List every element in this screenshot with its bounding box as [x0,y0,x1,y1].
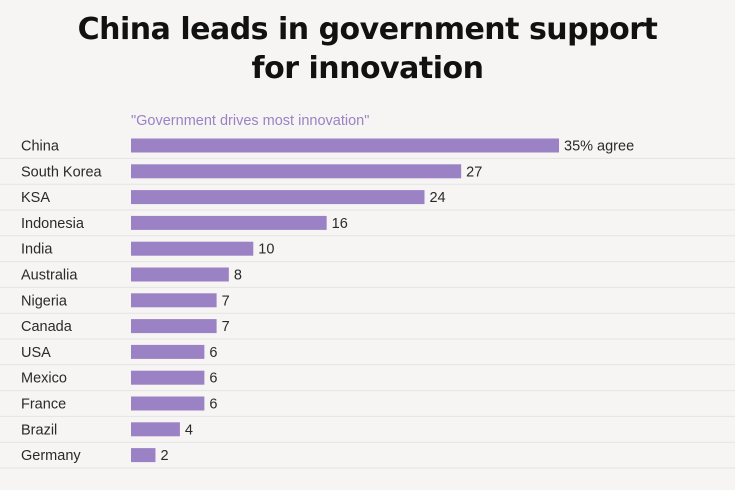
bars [131,138,559,463]
bar-nigeria [131,293,217,308]
bar-canada [131,319,217,334]
value-label: 35% agree [564,139,634,155]
category-label: Australia [21,268,78,284]
value-label: 10 [258,242,274,258]
category-labels: China South Korea KSA Indonesia India Austral… [21,139,103,465]
category-label: USA [21,345,51,361]
grid-lines [0,157,735,469]
value-label: 27 [466,164,482,180]
bar-france [131,396,205,411]
chart-title-line-1: China leads in government support [77,12,658,47]
bar-chart: "Government drives most innovation" Chin… [0,113,735,469]
value-label: 16 [332,216,348,232]
value-label: 6 [209,345,217,361]
bar-mexico [131,370,205,385]
chart-title-line-2: for innovation [251,51,484,86]
bar-south-korea [131,164,462,179]
category-label: KSA [21,190,50,206]
bar-india [131,241,254,256]
bar-australia [131,267,229,282]
category-label: Germany [21,448,81,464]
value-label: 7 [222,319,230,335]
bar-usa [131,344,205,359]
bar-ksa [131,190,425,205]
category-label: Brazil [21,422,57,438]
bar-china [131,138,559,153]
value-label: 8 [234,268,242,284]
category-label: France [21,397,66,413]
category-label: Canada [21,319,73,335]
bar-brazil [131,422,180,437]
value-label: 2 [160,448,168,464]
category-label: Mexico [21,371,67,387]
bar-indonesia [131,215,327,230]
chart-title: China leads in government support for in… [0,10,735,88]
bar-germany [131,448,156,463]
category-label: Indonesia [21,216,85,232]
category-label: India [21,242,53,258]
value-label: 7 [222,293,230,309]
value-label: 6 [209,397,217,413]
chart-subtitle: "Government drives most innovation" [131,113,369,129]
value-label: 4 [185,422,193,438]
category-label: South Korea [21,164,103,180]
category-label: China [21,139,60,155]
value-label: 24 [429,190,445,206]
category-label: Nigeria [21,293,68,309]
value-label: 6 [209,371,217,387]
